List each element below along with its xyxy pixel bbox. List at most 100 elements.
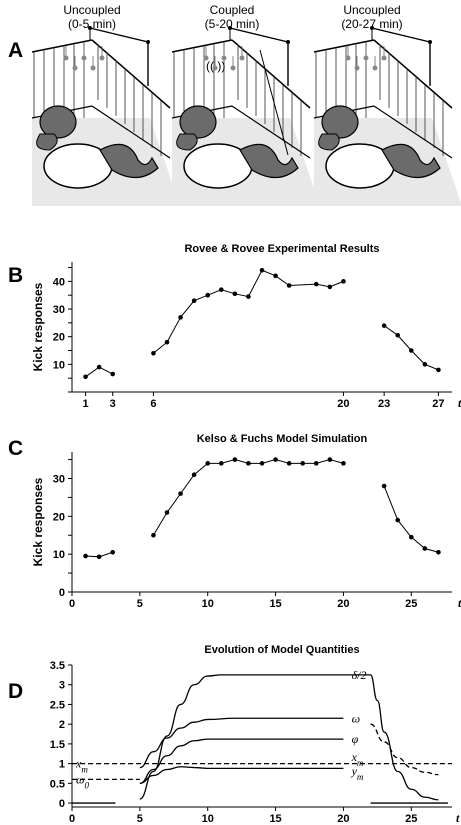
data-point [246,461,251,466]
data-point [273,273,278,279]
mobile-toy [63,55,69,61]
scene-1-time: (0-5 min) [68,17,116,31]
baby-leg [381,143,441,179]
data-point [205,461,211,466]
series---2 [139,674,439,801]
curve-label: φ [352,732,359,746]
mobile-toy [363,55,369,61]
y-axis-label: Kick responses [31,477,45,566]
data-point [191,298,197,304]
crib-rail [231,39,311,109]
data-point [246,294,251,299]
x-tick-label: 15 [269,813,281,825]
x-tick-label: 10 [202,813,214,825]
y-tick-label: 30 [53,473,65,485]
y-tick-label: 2.5 [50,699,65,711]
data-point [273,457,278,462]
crib-illustration-3 [313,26,461,206]
series-line-2 [152,459,344,536]
panel-a-scene-2: Coupled (5-20 min) [205,3,260,31]
data-point [436,367,441,373]
mobile-joint [286,40,290,44]
data-point [96,554,102,560]
data-point [422,362,428,367]
y-tick-label: 20 [53,332,65,344]
data-point [341,461,346,466]
panel-c-chart: Kelso & Fuchs Model Simulation 0 10 20 30 0 5 1… [31,433,461,610]
crib-rail [31,39,93,53]
data-point [164,510,170,515]
data-point [218,287,224,292]
chart-title: Kelso & Fuchs Model Simulation [197,433,368,445]
data-point [178,491,183,496]
series-line-2 [153,269,344,354]
baby-head [39,105,77,139]
x-tick-label: 20 [337,813,349,825]
x-tick-label: 25 [405,598,417,610]
crib-rail [91,39,171,109]
motion-marks: (( )) [206,59,225,73]
panel-d-letter: D [8,680,23,703]
series-line-3 [383,485,439,553]
panel-c-letter: C [8,437,23,460]
mobile-toy [99,55,105,61]
mobile-arm [89,27,149,43]
y-axis-label: Kick responses [31,282,45,371]
panel-a-scene-1: Uncoupled (0-5 min) [63,3,120,31]
crib-rail [313,39,375,53]
panel-b-chart: Rovee & Rovee Experimental Results 10 20 30… [31,243,461,410]
y-tick-label: 10 [53,549,65,561]
y-tick-label: 40 [53,276,65,288]
data-point [300,461,306,466]
baby-leg [239,143,299,179]
curve-label: ω [352,711,360,725]
mobile-toy [345,55,351,61]
y-tick-label: 10 [53,359,65,371]
chart-title: Rovee & Rovee Experimental Results [184,243,379,255]
baby-leg [99,143,159,179]
mobile-joint [428,40,432,44]
data-point [151,532,156,538]
y-tick-label: 1 [59,759,65,771]
y-tick-label: 3.5 [50,660,65,672]
x-tick-label: 27 [432,398,444,410]
crib-rail [373,105,453,159]
mobile-toy [354,65,360,71]
x-tick-label: 5 [137,598,143,610]
data-point [286,283,292,288]
x-tick-label: 25 [405,813,417,825]
y-tick-label: 0 [59,587,65,599]
crib-rail [91,105,171,159]
scene-1-label: Uncoupled [63,3,120,17]
mobile-toy [81,55,87,61]
y-tick-label: 3 [59,680,65,692]
scene-2-label: Coupled [210,3,255,17]
data-point [341,279,346,284]
x-tick-label: 1 [83,398,89,410]
series-y-m [139,766,344,784]
data-point [232,291,238,297]
data-point [191,472,197,478]
data-point [408,348,414,353]
data-point [381,483,387,489]
crib-rail [231,105,311,159]
data-point [395,332,401,338]
x-tick-label: 6 [150,398,156,410]
x-axis-label: t [458,596,461,610]
panel-b-letter: B [8,264,23,287]
y-tick-label: 0.5 [50,778,65,790]
data-point [422,546,428,551]
chart-title: Evolution of Model Quantities [204,644,359,656]
y-tick-label: 1.5 [50,739,65,751]
mobile-arm [229,27,289,43]
series-- [139,738,344,784]
mobile-toy [230,65,236,71]
mobile-toy [372,65,378,71]
data-point [205,292,211,298]
mobile-toy [212,65,218,71]
panel-a-letter: A [8,39,23,62]
data-point [110,371,116,377]
x-tick-label: 23 [378,398,390,410]
x-axis-label: t [456,811,460,825]
